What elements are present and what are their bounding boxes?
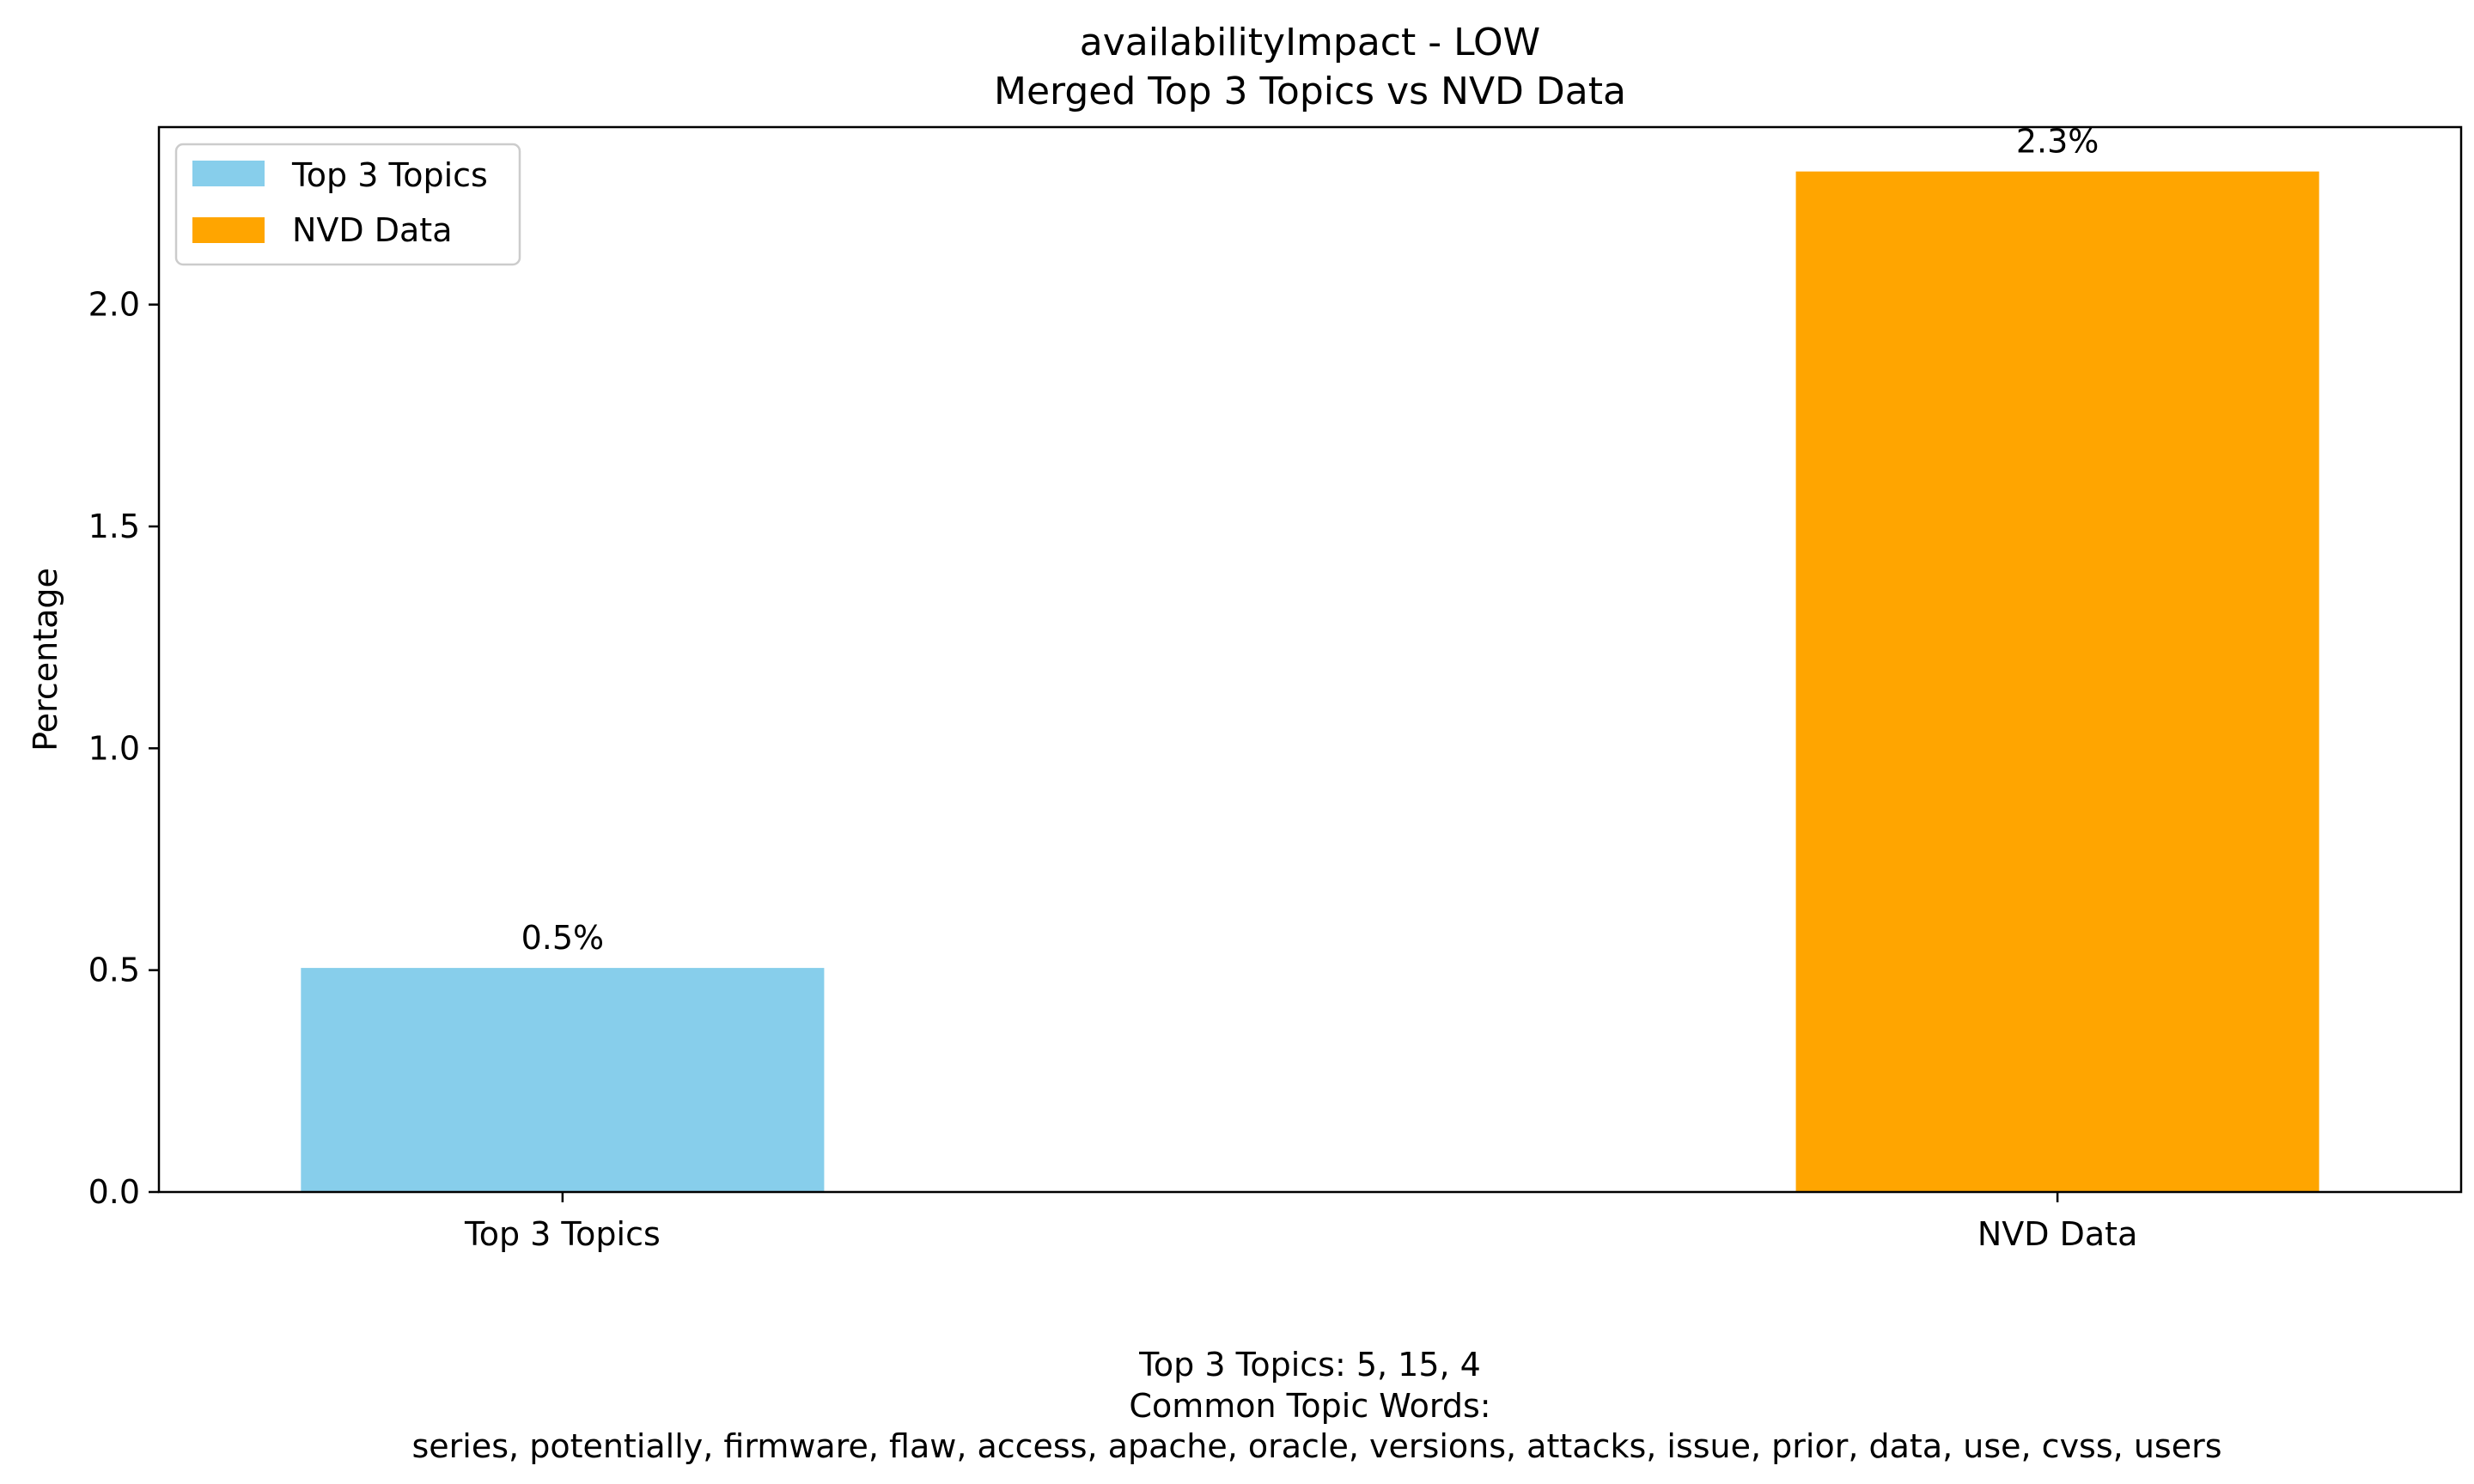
- y-tick-label: 2.0: [88, 286, 140, 324]
- bar-top-3-topics: [301, 968, 825, 1192]
- legend-swatch-nvd-data: [192, 217, 265, 243]
- bar-nvd-data: [1795, 171, 2319, 1193]
- chart-title: availabilityImpact - LOW: [1080, 21, 1540, 64]
- bar-value-label-top-3-topics: 0.5%: [521, 919, 605, 957]
- y-tick-label: 1.5: [88, 508, 140, 545]
- x-tick-label-nvd-data: NVD Data: [1977, 1215, 2138, 1253]
- caption-words-heading: Common Topic Words:: [1129, 1387, 1490, 1425]
- plot-frame: [157, 125, 2463, 1194]
- y-axis-label: Percentage: [27, 568, 64, 751]
- y-axis: 0.0 0.5 1.0 1.5 2.0: [88, 286, 159, 1211]
- y-tick-label: 0.5: [88, 952, 140, 989]
- bar-labels-group: 0.5% 2.3%: [521, 123, 2099, 957]
- x-tick-label-top-3-topics: Top 3 Topics: [464, 1215, 661, 1253]
- caption-topics-line: Top 3 Topics: 5, 15, 4: [1138, 1346, 1481, 1384]
- legend-label-nvd-data: NVD Data: [292, 211, 453, 249]
- x-axis: Top 3 Topics NVD Data: [464, 1192, 2137, 1253]
- chart-subtitle: Merged Top 3 Topics vs NVD Data: [994, 70, 1626, 113]
- bars-group: [301, 171, 2319, 1193]
- legend: Top 3 Topics NVD Data: [174, 143, 521, 266]
- y-tick-label: 0.0: [88, 1173, 140, 1211]
- legend-swatch-top-3-topics: [192, 161, 265, 186]
- y-tick-label: 1.0: [88, 729, 140, 767]
- bar-value-label-nvd-data: 2.3%: [2016, 123, 2099, 161]
- caption-words-list: series, potentially, firmware, flaw, acc…: [412, 1427, 2222, 1465]
- legend-label-top-3-topics: Top 3 Topics: [291, 156, 488, 194]
